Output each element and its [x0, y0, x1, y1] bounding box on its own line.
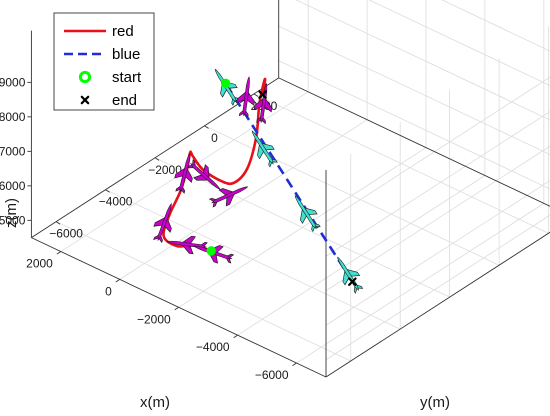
- aircraft-red: [236, 76, 255, 118]
- aircraft-body: [242, 76, 250, 117]
- aircraft-body: [211, 186, 249, 204]
- aircraft-red: [174, 153, 193, 194]
- grid-line: [105, 189, 401, 330]
- z-tick-label: 9000: [0, 75, 26, 89]
- y-tick-label: −2000: [148, 163, 182, 177]
- grid-layer: [55, 0, 550, 364]
- x-tick-mark: [115, 279, 121, 283]
- x-tick-label: 0: [105, 284, 112, 298]
- y-tick-mark: [154, 157, 160, 161]
- legend-label-start: start: [112, 69, 142, 86]
- grid-line: [325, 180, 550, 326]
- y-axis-label: y(m): [420, 394, 450, 411]
- grid-line: [55, 221, 351, 362]
- aircraft-body: [294, 195, 317, 230]
- marker-end: [348, 277, 357, 286]
- y-tick-mark: [55, 221, 61, 225]
- legend-swatch-start: [78, 70, 92, 84]
- z-tick-label: 8000: [0, 110, 26, 124]
- y-tick-label: 0: [211, 131, 218, 145]
- z-tick-label: 5000: [0, 213, 26, 227]
- grid-line: [253, 93, 549, 234]
- grid-line: [295, 0, 550, 121]
- marker-start: [220, 78, 231, 89]
- marker-stroke: [348, 277, 357, 286]
- legend: red blue start end: [53, 12, 155, 111]
- aircraft-red: [208, 186, 249, 208]
- y-tick-mark: [105, 189, 110, 193]
- grid-line: [278, 60, 550, 190]
- grid-line: [325, 76, 550, 223]
- aircraft-blue: [251, 130, 278, 168]
- marker-start: [206, 246, 216, 256]
- x-tick-mark: [233, 334, 238, 339]
- legend-x-stroke: [80, 95, 90, 105]
- aircraft-red: [153, 203, 172, 244]
- x-tick-mark: [56, 251, 62, 255]
- legend-swatch-end: [80, 95, 90, 105]
- grid-line: [278, 25, 550, 155]
- aircraft-body: [157, 203, 172, 242]
- series-blue: [224, 82, 354, 283]
- floor-edge: [325, 231, 550, 378]
- z-tick-label: 6000: [0, 179, 26, 193]
- aircraft-body: [190, 162, 221, 190]
- floor-edge: [278, 77, 550, 207]
- grid-line: [325, 214, 550, 361]
- marker-layer: [206, 78, 357, 286]
- aircraft-body: [179, 153, 191, 193]
- grid-line: [325, 145, 550, 292]
- x-tick-label: −4000: [196, 340, 230, 354]
- x-tick-label: −6000: [255, 368, 289, 382]
- x-axis-label: x(m): [140, 394, 170, 411]
- y-tick-label: −6000: [49, 227, 83, 241]
- grid-line: [325, 111, 550, 257]
- aircraft-blue: [294, 195, 321, 233]
- tick-labels: −6000−4000−200002000−6000−4000−200002000…: [0, 75, 297, 382]
- aircraft-blue: [337, 256, 364, 294]
- legend-label-red: red: [112, 23, 134, 40]
- z-axis-label: z(m): [3, 198, 20, 228]
- legend-box: [53, 12, 155, 111]
- y-tick-mark: [204, 125, 209, 129]
- grid-line: [368, 0, 550, 86]
- x-tick-label: −2000: [137, 312, 171, 326]
- grid-line: [154, 157, 450, 298]
- x-tick-label: 2000: [26, 257, 53, 271]
- marker-stroke: [258, 90, 267, 99]
- y-tick-label: −4000: [99, 195, 133, 209]
- aircraft-red: [186, 159, 221, 190]
- x-tick-mark: [292, 362, 297, 367]
- legend-label-end: end: [112, 92, 137, 109]
- grid-line: [204, 125, 500, 266]
- x-tick-mark: [174, 306, 179, 311]
- legend-label-blue: blue: [112, 46, 140, 63]
- grid-line: [441, 0, 550, 52]
- marker-end: [258, 90, 267, 99]
- y-tick-mark: [253, 93, 259, 97]
- z-tick-label: 7000: [0, 144, 26, 158]
- aircraft-body: [251, 130, 274, 165]
